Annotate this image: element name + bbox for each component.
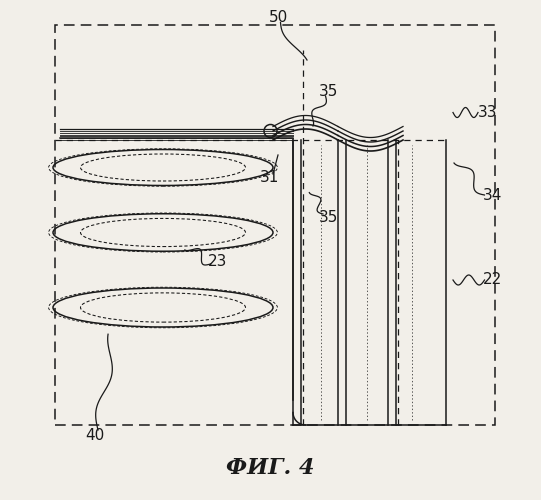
Text: 34: 34 — [483, 188, 503, 202]
Text: 31: 31 — [260, 170, 279, 185]
Text: ФИГ. 4: ФИГ. 4 — [226, 456, 315, 478]
Bar — [56, 25, 496, 425]
Text: 35: 35 — [319, 84, 339, 98]
Text: 23: 23 — [208, 254, 228, 270]
Text: 35: 35 — [319, 210, 339, 225]
Text: 50: 50 — [268, 10, 288, 25]
Text: 22: 22 — [483, 272, 503, 287]
Text: 33: 33 — [478, 105, 498, 120]
Text: 40: 40 — [85, 428, 104, 444]
